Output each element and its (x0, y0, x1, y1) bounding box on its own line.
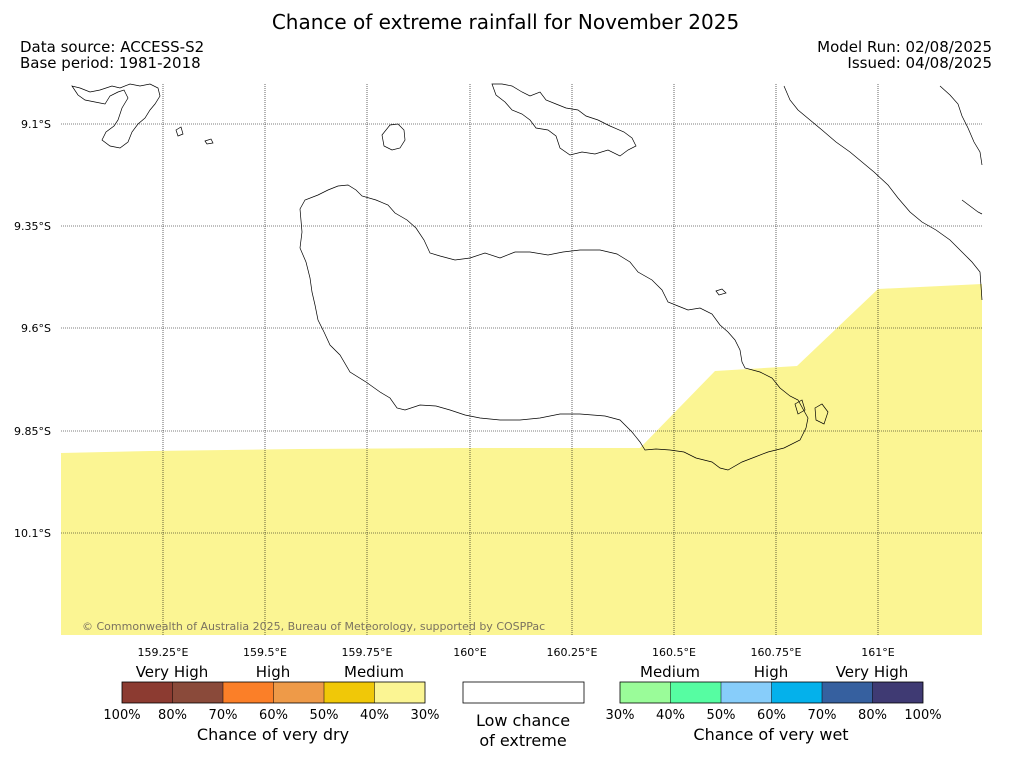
dry-30-40-region (61, 284, 982, 635)
legend-swatch (324, 682, 375, 703)
lon-label: 160.5°E (652, 646, 696, 659)
legend-level: Very High (136, 663, 209, 681)
legend-tick: 80% (858, 708, 887, 723)
lat-label: 9.35°S (14, 220, 51, 233)
map-title: Chance of extreme rainfall for November … (271, 10, 740, 34)
lat-label: 10.1°S (14, 527, 51, 540)
lon-label: 161°E (861, 646, 894, 659)
lon-label: 160.25°E (547, 646, 598, 659)
lat-label: 9.6°S (21, 322, 51, 335)
legend-neutral-line1: Low chance (476, 711, 570, 730)
latitude-labels: 9.1°S 9.35°S 9.6°S 9.85°S 10.1°S (14, 118, 51, 540)
longitude-labels: 159.25°E 159.5°E 159.75°E 160°E 160.25°E 160.… (138, 646, 895, 659)
east-island-coastline (783, 85, 983, 301)
legend-tick: 100% (103, 708, 140, 723)
legend-swatch (223, 682, 274, 703)
legend-neutral-line2: of extreme (479, 731, 566, 750)
legend-level: Very High (836, 663, 909, 681)
nw-islet-2-coastline (175, 126, 184, 137)
lon-label: 160.75°E (751, 646, 802, 659)
legend-tick: 50% (310, 708, 339, 723)
lon-label: 160°E (453, 646, 486, 659)
legend-tick: 40% (656, 708, 685, 723)
legend-neutral-box (462, 681, 585, 704)
legend-swatch (721, 682, 772, 703)
lon-label: 159.5°E (243, 646, 287, 659)
legend-tick: 100% (904, 708, 941, 723)
legend-level: High (754, 663, 788, 681)
legend-level: Medium (344, 663, 404, 681)
legend-level: Medium (640, 663, 700, 681)
legend-swatch (771, 682, 822, 703)
legend-swatch (172, 682, 223, 703)
legend-tick: 60% (757, 708, 786, 723)
florida-islands-coastline (491, 83, 637, 157)
legend-swatch (122, 682, 173, 703)
legend-swatch (670, 682, 721, 703)
base-period-text: Base period: 1981-2018 (20, 54, 201, 72)
lon-label: 159.75°E (342, 646, 393, 659)
lat-label: 9.85°S (14, 425, 51, 438)
legend-swatch (273, 682, 324, 703)
legend-level: High (256, 663, 290, 681)
model-run-text: Model Run: 02/08/2025 (817, 38, 992, 56)
legend-tick: 50% (707, 708, 736, 723)
legend-tick: 30% (606, 708, 635, 723)
legend-swatch (822, 682, 873, 703)
nw-islet-coastline (204, 138, 214, 145)
se-islets-coastline (715, 288, 829, 425)
legend-tick: 40% (360, 708, 389, 723)
legend-wet: 30% 40% 50% 60% 70% 80% 100% Medium High Very Hig… (606, 663, 942, 723)
legend-dry-label: Chance of very dry (197, 725, 349, 744)
legend-swatch (620, 682, 671, 703)
graticule (61, 84, 982, 635)
legend-tick: 30% (411, 708, 440, 723)
data-source-text: Data source: ACCESS-S2 (20, 38, 205, 56)
east-island-north-coastline (939, 85, 983, 215)
legend-tick: 70% (209, 708, 238, 723)
small-island-coastline (381, 123, 406, 151)
legend-wet-label: Chance of very wet (693, 725, 848, 744)
legend-swatch (374, 682, 425, 703)
header-left: Data source: ACCESS-S2 Base period: 1981… (20, 39, 204, 71)
issued-text: Issued: 04/08/2025 (847, 54, 992, 72)
legend-swatch (872, 682, 923, 703)
legend-dry: 100% 80% 70% 60% 50% 40% 30% Very High High Mediu… (103, 663, 439, 723)
lat-label: 9.1°S (21, 118, 51, 131)
copyright-text: © Commonwealth of Australia 2025, Bureau… (82, 620, 545, 633)
nw-islands-coastline (71, 83, 161, 149)
main-island-coastline (299, 184, 809, 471)
legend-tick: 80% (158, 708, 187, 723)
legend-tick: 70% (808, 708, 837, 723)
header-right: Model Run: 02/08/2025 Issued: 04/08/2025 (817, 39, 992, 71)
lon-label: 159.25°E (138, 646, 189, 659)
legend-tick: 60% (259, 708, 288, 723)
